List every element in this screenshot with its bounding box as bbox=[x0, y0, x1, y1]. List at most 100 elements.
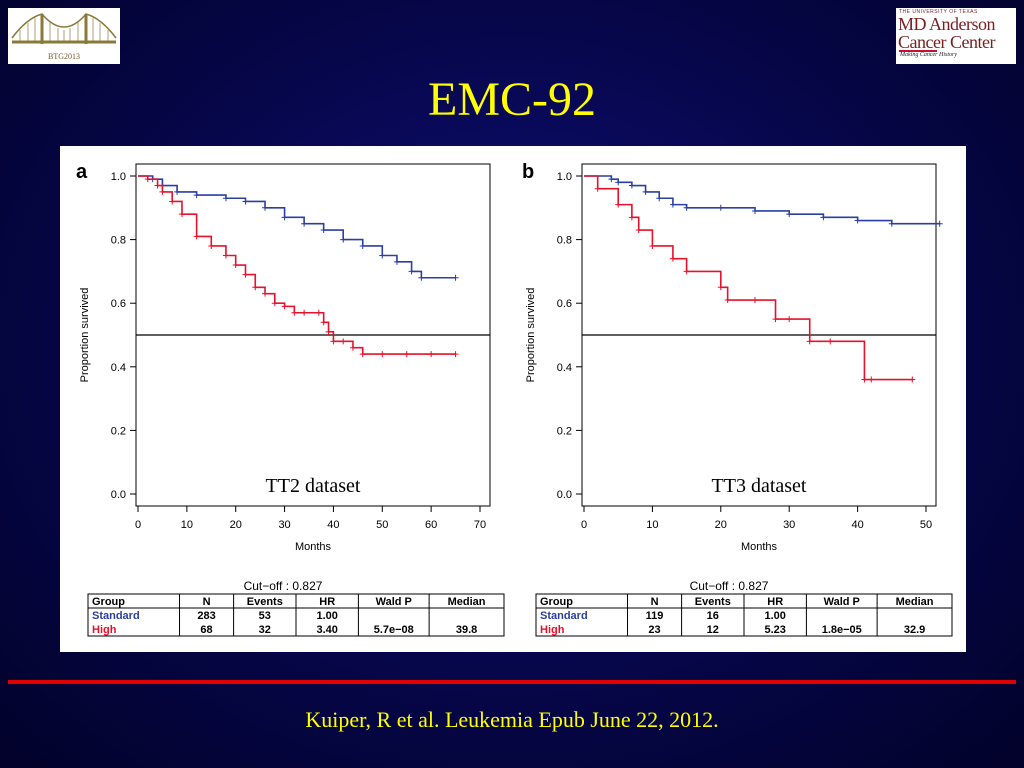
censor-mark-standard bbox=[608, 176, 615, 183]
censor-mark-standard bbox=[320, 227, 327, 234]
censor-mark-high bbox=[594, 185, 601, 192]
censor-mark-standard bbox=[628, 182, 635, 189]
censor-mark-high bbox=[724, 297, 731, 304]
censor-mark-high bbox=[242, 271, 249, 278]
stats-table-cell: 32 bbox=[259, 624, 271, 636]
stats-table-header: Median bbox=[896, 596, 934, 608]
censor-mark-high bbox=[193, 233, 200, 240]
stats-table-header: N bbox=[651, 596, 659, 608]
y-tick-label: 0.6 bbox=[557, 298, 572, 310]
censor-mark-high bbox=[683, 268, 690, 275]
y-tick-label: 0.8 bbox=[557, 235, 572, 247]
md-anderson-cancer-center: Cancer Center bbox=[898, 32, 995, 52]
dataset-label: TT2 dataset bbox=[266, 475, 361, 497]
censor-mark-high bbox=[320, 319, 327, 326]
censor-mark-standard bbox=[752, 207, 758, 214]
stats-table-header: Wald P bbox=[824, 596, 860, 608]
censor-mark-standard bbox=[379, 252, 386, 259]
censor-mark-high bbox=[169, 198, 176, 205]
stats-table-cell: 1.00 bbox=[316, 610, 337, 622]
censor-mark-high bbox=[330, 338, 337, 345]
censor-mark-high bbox=[868, 376, 875, 383]
censor-mark-high bbox=[340, 338, 347, 345]
y-tick-label: 1.0 bbox=[111, 171, 126, 183]
censor-mark-high bbox=[786, 316, 793, 323]
y-tick-label: 0.0 bbox=[557, 489, 572, 501]
censor-mark-high bbox=[452, 351, 459, 358]
censor-mark-standard bbox=[359, 242, 366, 249]
km-panel-b: b0.00.20.40.60.81.00 10 20 30 40 50MonthsProp… bbox=[522, 161, 953, 637]
panel-label: b bbox=[522, 161, 534, 183]
censor-mark-high bbox=[772, 316, 779, 323]
panel-label: a bbox=[76, 161, 88, 183]
censor-mark-high bbox=[315, 309, 322, 316]
y-axis-label: Proportion survived bbox=[525, 288, 537, 383]
dataset-label: TT3 dataset bbox=[712, 475, 807, 497]
censor-mark-standard bbox=[242, 198, 249, 205]
censor-mark-high bbox=[649, 242, 656, 249]
survival-curve-standard bbox=[584, 175, 940, 225]
censor-mark-standard bbox=[642, 188, 649, 195]
stats-table-cell: 283 bbox=[197, 610, 215, 622]
cutoff-label: Cut−off : 0.827 bbox=[690, 579, 769, 593]
censor-mark-high bbox=[154, 182, 161, 189]
btg-logo-caption: BTG2013 bbox=[48, 52, 80, 61]
x-tick-label: 40 bbox=[851, 519, 863, 531]
censor-mark-high bbox=[909, 376, 916, 383]
stats-table-cell: 23 bbox=[648, 624, 660, 636]
censor-mark-high bbox=[232, 262, 239, 269]
censor-mark-standard bbox=[820, 214, 827, 221]
stats-table-cell: 68 bbox=[200, 624, 212, 636]
censor-mark-high bbox=[178, 211, 185, 218]
censor-mark-standard bbox=[408, 268, 415, 275]
cutoff-label: Cut−off : 0.827 bbox=[244, 579, 323, 593]
censor-mark-high bbox=[806, 338, 813, 345]
bridge-icon bbox=[11, 13, 117, 44]
censor-mark-high bbox=[291, 309, 298, 316]
slide-title: EMC-92 bbox=[428, 73, 596, 126]
censor-mark-standard bbox=[854, 217, 861, 224]
x-axis-label: Months bbox=[741, 541, 778, 553]
x-tick-label: 30 bbox=[783, 519, 795, 531]
y-tick-label: 0.0 bbox=[111, 489, 126, 501]
censor-mark-standard bbox=[936, 220, 943, 227]
censor-mark-standard bbox=[174, 188, 181, 195]
x-tick-label: 40 bbox=[327, 519, 339, 531]
stats-table-header: Median bbox=[448, 596, 486, 608]
citation: Kuiper, R et al. Leukemia Epub June 22, … bbox=[305, 707, 719, 732]
censor-mark-high bbox=[717, 284, 724, 291]
censor-mark-high bbox=[669, 255, 676, 262]
x-tick-label: 20 bbox=[715, 519, 727, 531]
censor-mark-high bbox=[861, 376, 868, 383]
censor-mark-standard bbox=[418, 274, 425, 281]
y-tick-label: 0.2 bbox=[557, 425, 572, 437]
md-anderson-logo: THE UNIVERSITY OF TEXAS MD Anderson Canc… bbox=[896, 8, 1016, 64]
censor-mark-standard bbox=[262, 204, 269, 211]
censor-mark-high bbox=[379, 351, 386, 358]
censor-mark-high bbox=[281, 303, 288, 310]
y-axis-label: Proportion survived bbox=[79, 288, 91, 383]
censor-mark-high bbox=[403, 351, 410, 358]
censor-mark-standard bbox=[193, 192, 200, 199]
y-tick-label: 1.0 bbox=[557, 171, 572, 183]
survival-curve-high bbox=[584, 175, 913, 381]
stats-table-header: HR bbox=[319, 596, 335, 608]
censor-mark-high bbox=[635, 227, 642, 234]
stats-table-cell: 12 bbox=[707, 624, 719, 636]
censor-mark-high bbox=[144, 176, 151, 183]
km-panel-a: a0.00.20.40.60.81.00 10 20 30 40 50 60 70Months… bbox=[76, 161, 505, 637]
x-tick-label: 50 bbox=[376, 519, 388, 531]
censor-mark-high bbox=[301, 309, 308, 316]
censor-mark-high bbox=[428, 351, 435, 358]
red-divider bbox=[8, 680, 1016, 684]
censor-mark-high bbox=[159, 188, 166, 195]
stats-table-cell: High bbox=[540, 624, 565, 636]
censor-mark-standard bbox=[393, 258, 400, 265]
km-figure: a 0.0 0.2 0.4 0.6 0.8 1.0 0 10 20 30 40 50 60 70 Months… bbox=[60, 146, 966, 652]
stats-table-cell: 53 bbox=[259, 610, 271, 622]
y-tick-label: 0.8 bbox=[111, 235, 126, 247]
censor-mark-high bbox=[252, 284, 259, 291]
x-tick-label: 60 bbox=[425, 519, 437, 531]
stats-table-header: N bbox=[203, 596, 211, 608]
y-tick-label: 0.4 bbox=[111, 362, 126, 374]
